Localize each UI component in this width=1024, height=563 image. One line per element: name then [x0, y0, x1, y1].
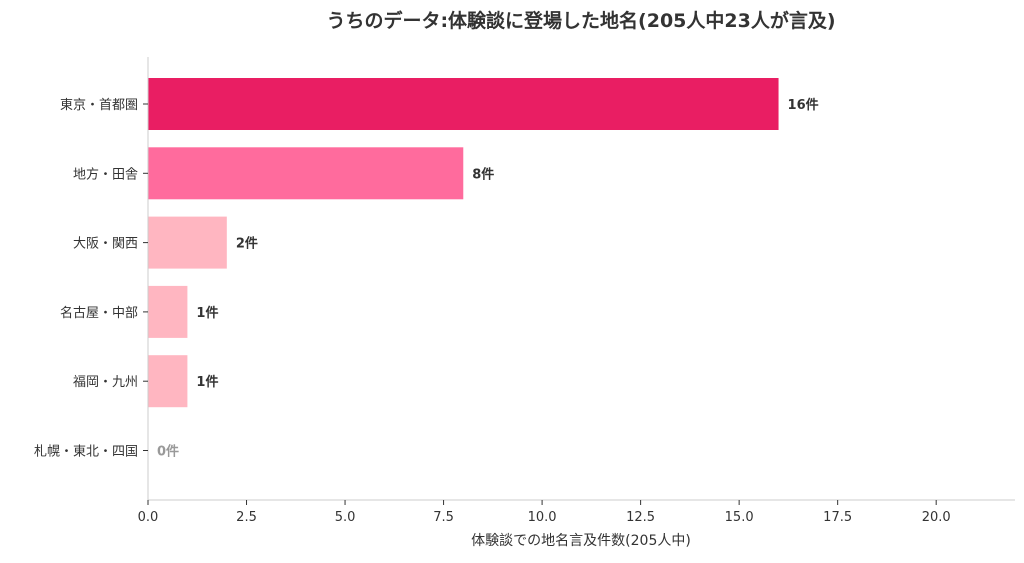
category-label: 大阪・関西 — [73, 237, 138, 252]
x-axis-label: 体験談での地名言及件数(205人中) — [471, 533, 691, 549]
category-label: 東京・首都圏 — [60, 97, 138, 113]
bar-2 — [148, 147, 464, 200]
x-tick-label: 10.0 — [528, 510, 557, 525]
x-tick-label: 15.0 — [725, 510, 754, 525]
bar-3 — [148, 216, 227, 269]
bar-4 — [148, 285, 188, 338]
bars-layer — [148, 78, 779, 408]
bar-5 — [148, 355, 188, 408]
x-ticks-layer: 0.0 2.5 5.0 7.5 10.0 12.5 15.0 17.5 20.0 — [138, 500, 951, 525]
x-tick-label: 20.0 — [922, 510, 951, 525]
category-label: 福岡・九州 — [73, 375, 138, 390]
x-tick-label: 17.5 — [823, 510, 852, 525]
category-label: 地方・田舎 — [73, 166, 138, 182]
x-tick-label: 2.5 — [236, 510, 257, 525]
data-label: 16件 — [788, 97, 819, 113]
chart-title: うちのデータ:体験談に登場した地名(205人中23人が言及) — [326, 9, 835, 32]
data-labels-layer: 16件 8件 2件 1件 1件 0件 — [157, 97, 819, 460]
bar-1 — [148, 78, 779, 130]
axes-layer — [147, 57, 1015, 501]
data-label: 1件 — [196, 374, 218, 390]
category-label: 札幌・東北・四国 — [34, 444, 138, 460]
x-tick-label: 7.5 — [433, 510, 454, 525]
x-tick-label: 5.0 — [335, 510, 356, 525]
x-tick-label: 12.5 — [626, 510, 655, 525]
data-label: 2件 — [236, 236, 258, 252]
data-label: 0件 — [157, 444, 179, 460]
category-label: 名古屋・中部 — [60, 305, 138, 321]
x-tick-label: 0.0 — [138, 510, 159, 525]
data-label: 8件 — [472, 166, 494, 182]
data-label: 1件 — [196, 305, 218, 321]
